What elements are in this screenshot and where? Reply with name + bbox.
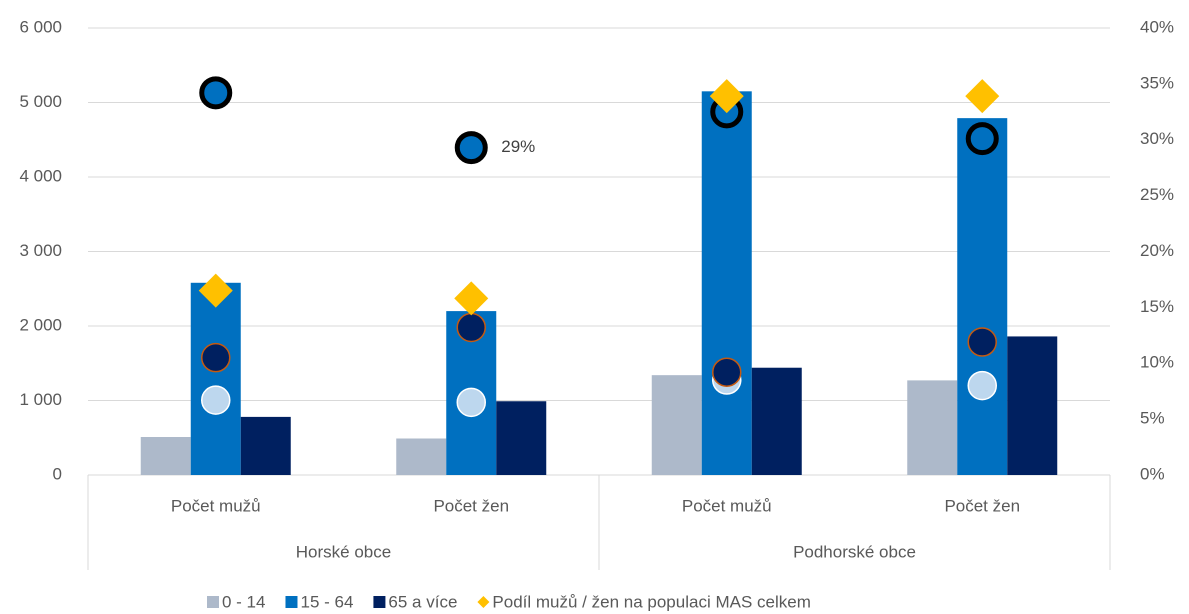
y2-tick-label: 5% <box>1140 409 1165 428</box>
y-tick-label: 2 000 <box>19 315 62 334</box>
bar <box>1007 336 1058 475</box>
point <box>199 76 233 110</box>
x-tick-label: Počet mužů <box>682 496 772 515</box>
data-label: 29% <box>501 137 535 156</box>
point <box>201 385 231 415</box>
point <box>712 357 742 387</box>
bar <box>957 118 1008 476</box>
legend-label: 0 - 14 <box>222 592 265 611</box>
bar <box>240 416 291 475</box>
y2-tick-label: 35% <box>1140 73 1174 92</box>
y-tick-label: 6 000 <box>19 17 62 36</box>
bar <box>396 438 447 475</box>
y2-tick-label: 40% <box>1140 17 1174 36</box>
bar <box>651 375 702 475</box>
point <box>454 131 488 165</box>
point <box>709 79 744 114</box>
y2-tick-label: 15% <box>1140 297 1174 316</box>
bar <box>140 437 191 475</box>
bar <box>751 367 802 475</box>
legend-label: 65 a více <box>388 592 457 611</box>
bar <box>496 401 547 475</box>
x-tick-label: Počet žen <box>944 496 1020 515</box>
group-label: Horské obce <box>296 542 391 561</box>
y-tick-label: 3 000 <box>19 241 62 260</box>
y-tick-label: 5 000 <box>19 92 62 111</box>
point <box>967 327 997 357</box>
y2-tick-label: 20% <box>1140 241 1174 260</box>
legend-label: 15 - 64 <box>300 592 353 611</box>
y2-tick-label: 0% <box>1140 464 1165 483</box>
legend-swatch <box>373 596 386 608</box>
legend-swatch <box>477 596 490 608</box>
group-label: Podhorské obce <box>793 542 916 561</box>
y2-tick-label: 10% <box>1140 353 1174 372</box>
bar <box>190 282 241 475</box>
x-tick-label: Počet žen <box>433 496 509 515</box>
bar <box>907 380 958 475</box>
legend-label: Podíl mužů / žen na populaci MAS celkem <box>492 592 810 611</box>
point <box>456 387 486 418</box>
bar <box>701 91 752 475</box>
y-tick-label: 1 000 <box>19 390 62 409</box>
point <box>201 342 231 373</box>
point <box>454 281 489 316</box>
x-tick-label: Počet mužů <box>171 496 261 515</box>
point <box>965 122 999 156</box>
y-tick-label: 4 000 <box>19 166 62 185</box>
point <box>965 79 1000 114</box>
point <box>198 273 233 308</box>
point <box>967 370 997 401</box>
y2-tick-label: 25% <box>1140 185 1174 204</box>
legend-swatch <box>207 596 219 608</box>
point <box>456 312 486 343</box>
legend-swatch <box>285 596 298 608</box>
y-tick-label: 0 <box>53 464 62 483</box>
y2-tick-label: 30% <box>1140 129 1174 148</box>
